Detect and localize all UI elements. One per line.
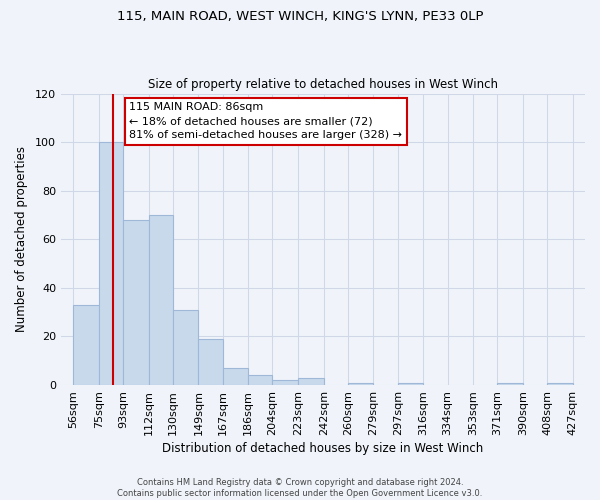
Bar [272,380,298,385]
Text: Contains HM Land Registry data © Crown copyright and database right 2024.
Contai: Contains HM Land Registry data © Crown c… [118,478,482,498]
Bar [398,382,424,385]
Title: Size of property relative to detached houses in West Winch: Size of property relative to detached ho… [148,78,498,91]
Bar [348,382,373,385]
Bar [123,220,149,385]
Bar [199,339,223,385]
Text: 115, MAIN ROAD, WEST WINCH, KING'S LYNN, PE33 0LP: 115, MAIN ROAD, WEST WINCH, KING'S LYNN,… [117,10,483,23]
Bar [497,382,523,385]
Bar [547,382,573,385]
X-axis label: Distribution of detached houses by size in West Winch: Distribution of detached houses by size … [163,442,484,455]
Bar [73,305,98,385]
Bar [298,378,323,385]
Bar [149,215,173,385]
Bar [223,368,248,385]
Bar [173,310,199,385]
Bar [98,142,123,385]
Bar [248,376,272,385]
Text: 115 MAIN ROAD: 86sqm
← 18% of detached houses are smaller (72)
81% of semi-detac: 115 MAIN ROAD: 86sqm ← 18% of detached h… [129,102,402,141]
Y-axis label: Number of detached properties: Number of detached properties [15,146,28,332]
